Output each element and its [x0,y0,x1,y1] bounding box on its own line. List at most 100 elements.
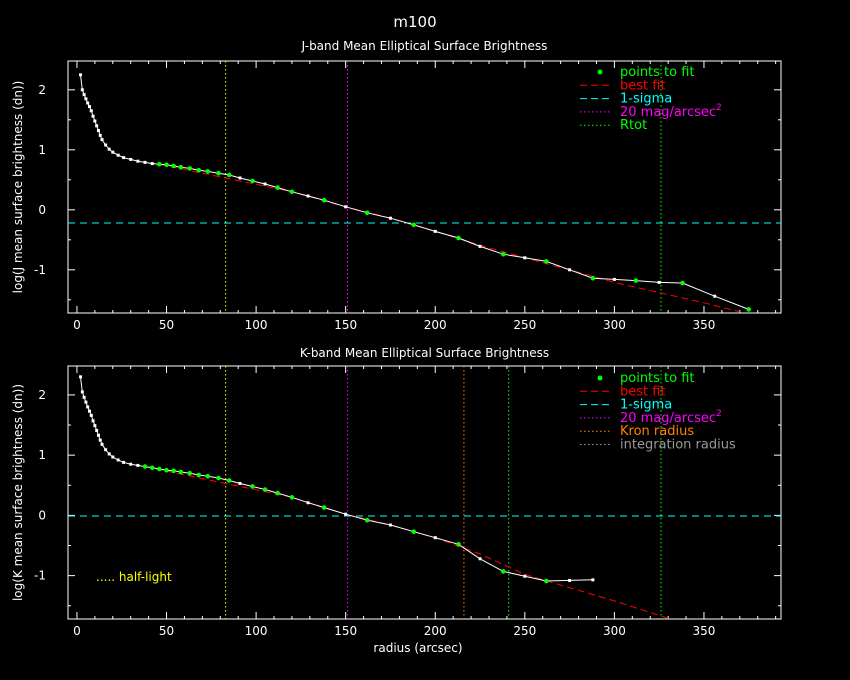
profile-point [713,294,717,298]
legend-mag-label: 20 mag/arcsec2 [620,103,722,120]
y-tick-label: 1 [38,448,46,462]
profile-point [107,147,111,151]
profile-point [96,129,100,133]
fit-point [456,542,461,547]
legend-integ-text: integration radius [620,438,736,453]
y-tick-label: 2 [38,83,46,97]
y-tick-label: -1 [34,263,46,277]
profile-point [591,578,595,582]
legend-fit-text: best fit [620,384,666,399]
y-tick-label: 2 [38,388,46,402]
fit-point [680,280,685,286]
profile-point [82,395,86,399]
x-tick-label: 0 [73,318,81,332]
profile-point [89,109,93,113]
fit-point [275,185,280,190]
profile-point [95,428,99,432]
fit-point [216,170,221,176]
fit-point [456,235,461,241]
x-tick-label: 350 [693,624,716,638]
x-tick-label: 350 [693,318,716,332]
legend-sigma-text: 1-sigma [620,398,672,413]
fit-point [178,469,184,475]
legend-fit-label: best fit [620,384,666,399]
profile-point [568,578,572,582]
x-tick-label: 150 [334,318,357,332]
profile-point [91,419,95,423]
profile-point [93,119,97,123]
fit-point [289,189,295,195]
fit-point [262,487,268,492]
profile-point [95,124,99,128]
best-fit-line [144,466,673,619]
profile-point [523,574,527,578]
profile-point [79,375,83,379]
fit-point [501,569,506,574]
legend-points-text: points to fit [620,65,695,80]
fit-point [226,478,232,483]
x-tick-label: 100 [245,624,268,638]
profile-point [478,557,482,561]
fit-point [196,167,202,173]
x-tick-label: 50 [159,624,174,638]
legend-mag-sup: 2 [716,103,722,113]
x-tick-label: 50 [159,318,174,332]
fit-point [205,169,211,174]
x-tick-label: 100 [245,318,268,332]
profile-point [136,159,140,163]
fit-point [411,529,417,534]
profile-point [100,442,104,446]
legend-points-marker [597,69,603,75]
profile-point [612,277,616,281]
fit-point [149,465,155,471]
profile-point [143,160,147,164]
profile-line [80,376,593,582]
profile-point [129,462,133,466]
fit-point [633,278,639,283]
legend-integ-label: integration radius [620,438,736,453]
profile-point [150,162,154,166]
fit-point [411,222,417,228]
panel-title: J-band Mean Elliptical Surface Brightnes… [301,39,548,53]
fit-point [216,475,221,481]
legend-fit-label: best fit [620,78,666,93]
profile-point [238,176,242,180]
profile-point [91,114,95,118]
panel-title: K-band Mean Elliptical Surface Brightnes… [300,346,549,360]
x-tick-label: 300 [603,318,626,332]
fit-point [364,517,370,523]
profile-point [107,452,111,456]
profile-point [104,143,108,147]
fit-point [544,578,549,584]
profile-point [79,73,83,77]
profile-point [96,433,100,437]
fit-point [196,472,202,478]
profile-point [93,424,97,428]
legend-sigma-label: 1-sigma [620,398,672,413]
profile-point [84,97,88,101]
profile-point [80,88,84,92]
profile-point [263,182,267,186]
y-tick-label: 0 [38,203,46,217]
profile-point [129,157,133,161]
profile-point [116,153,120,157]
profile-point [657,280,661,284]
fit-point [321,197,327,203]
profile-point [388,216,392,220]
y-axis-label: log(K mean surface brightness (dn)) [11,384,25,601]
profile-point [523,256,527,260]
legend-mag-text: 20 mag/arcsec [620,105,716,120]
x-tick-label: 300 [603,624,626,638]
fit-point [746,307,752,312]
legend-rtot-label: Rtot [620,118,647,133]
profile-point [98,133,102,137]
profile-point [98,438,102,442]
profile-point [84,400,88,404]
x-tick-label: 200 [424,624,447,638]
fit-point [187,470,193,476]
fit-point [157,161,162,167]
profile-point [87,105,91,109]
profile-point [344,512,348,516]
fit-point [250,484,255,489]
